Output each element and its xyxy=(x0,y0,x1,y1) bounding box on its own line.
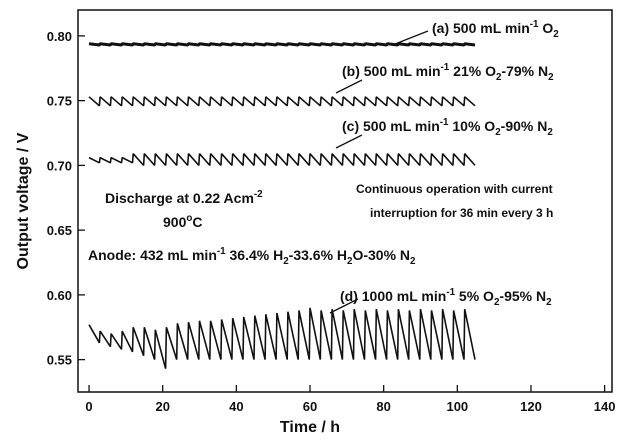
annotation: 900oC xyxy=(163,213,202,230)
annotation-part: -1 xyxy=(530,19,539,30)
x-tick-label: 0 xyxy=(85,399,92,414)
y-tick-label: 0.60 xyxy=(47,288,72,303)
annotation-part: 2 xyxy=(283,256,289,267)
annotation: interruption for 36 min every 3 h xyxy=(370,206,553,220)
annotation: Continuous operation with current xyxy=(356,182,553,196)
annotation-part: (a) 500 mL min xyxy=(432,20,530,36)
x-tick-label: 120 xyxy=(520,399,542,414)
annotation-part: Continuous operation with current xyxy=(356,182,553,196)
annotation-part: (b) 500 mL min xyxy=(342,63,441,79)
y-tick-label: 0.80 xyxy=(47,29,72,44)
annotation-part: -90% N xyxy=(501,118,548,134)
annotation: Discharge at 0.22 Acm-2 xyxy=(105,189,263,206)
annotation-part: 2 xyxy=(347,256,353,267)
annotation: (d) 1000 mL min-1 5% O2-95% N2 xyxy=(340,287,552,308)
x-tick-label: 100 xyxy=(446,399,468,414)
annotation-part: C xyxy=(192,214,202,230)
annotation-part: -1 xyxy=(446,287,455,298)
annotation: (c) 500 mL min-1 10% O2-90% N2 xyxy=(342,117,553,138)
y-tick-label: 0.55 xyxy=(47,353,72,368)
series-line xyxy=(88,96,476,107)
arrow xyxy=(335,134,363,149)
x-tick-label: 40 xyxy=(229,399,243,414)
annotation-part: 2 xyxy=(546,297,552,308)
annotation-part: (c) 500 mL min xyxy=(342,118,440,134)
annotation-part: 2 xyxy=(547,127,553,138)
series-line xyxy=(88,153,476,166)
plot-frame xyxy=(77,9,613,393)
annotation-part: 2 xyxy=(496,72,502,83)
annotation-part: 900 xyxy=(163,214,187,230)
arrow xyxy=(335,79,363,94)
annotation-part: o xyxy=(186,213,192,224)
annotation-part: -33.6% H xyxy=(289,247,347,263)
x-axis-label: Time / h xyxy=(280,419,340,436)
annotation-part: O-30% N xyxy=(352,247,410,263)
x-tick-label: 60 xyxy=(303,399,317,414)
x-tick-label: 140 xyxy=(594,399,616,414)
annotation-part: 36.4% H xyxy=(226,247,284,263)
y-axis-label: Output voltage / V xyxy=(15,132,32,269)
annotation-part: 5% O xyxy=(455,288,494,304)
arrows xyxy=(329,30,429,314)
y-tick-label: 0.75 xyxy=(47,94,72,109)
y-tick-label: 0.70 xyxy=(47,158,72,173)
annotation-part: -1 xyxy=(217,246,226,257)
annotation-part: -2 xyxy=(254,189,263,200)
annotation-part: -95% N xyxy=(499,288,546,304)
annotation-part: -1 xyxy=(441,62,450,73)
series-line xyxy=(88,42,476,47)
arrow xyxy=(394,30,429,45)
annotation: (b) 500 mL min-1 21% O2-79% N2 xyxy=(342,62,554,83)
x-tick-label: 80 xyxy=(376,399,390,414)
arrow xyxy=(329,298,359,314)
annotation-part: Anode: 432 mL min xyxy=(88,247,217,263)
annotation-part: 21% O xyxy=(449,63,496,79)
y-tick-label: 0.65 xyxy=(47,223,72,238)
annotation: (a) 500 mL min-1 O2 xyxy=(432,19,559,40)
annotation-part: -79% N xyxy=(501,63,548,79)
annotation-part: 2 xyxy=(494,297,500,308)
annotation-part: 2 xyxy=(548,72,554,83)
series-line xyxy=(88,307,476,369)
annotation-part: 10% O xyxy=(449,118,496,134)
x-tick-label: 20 xyxy=(155,399,169,414)
annotation-part: 2 xyxy=(553,29,559,40)
annotation-part: -1 xyxy=(440,117,449,128)
annotation-part: 2 xyxy=(410,256,416,267)
annotation-part: interruption for 36 min every 3 h xyxy=(370,206,553,220)
annotation-part: 2 xyxy=(495,127,501,138)
annotation-part: (d) 1000 mL min xyxy=(340,288,446,304)
annotation-part: O xyxy=(539,20,554,36)
annotation: Anode: 432 mL min-1 36.4% H2-33.6% H2O-3… xyxy=(88,246,416,267)
annotation-part: Discharge at 0.22 Acm xyxy=(105,190,254,206)
